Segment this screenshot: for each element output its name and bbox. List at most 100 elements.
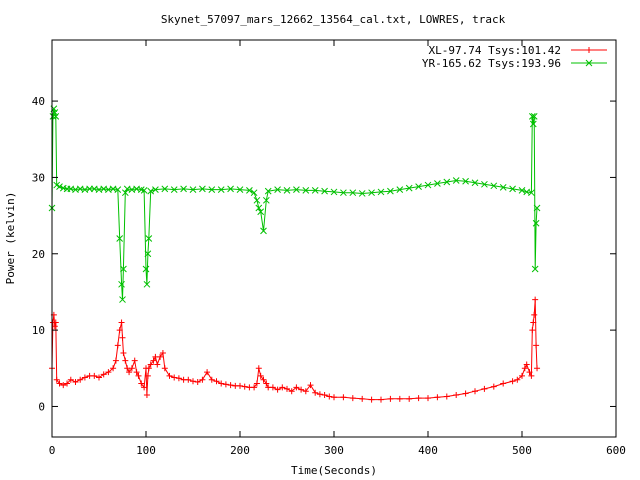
data-point xyxy=(72,379,79,386)
data-point xyxy=(147,187,155,195)
plot-frame xyxy=(51,39,617,438)
data-point xyxy=(251,384,258,391)
series-yr xyxy=(48,105,541,303)
data-point xyxy=(253,380,260,387)
data-point xyxy=(131,357,138,364)
data-point xyxy=(349,189,357,197)
data-point xyxy=(519,372,525,379)
data-point xyxy=(262,196,270,204)
data-point xyxy=(425,395,431,402)
data-point xyxy=(534,365,541,372)
data-point xyxy=(141,384,148,391)
data-point xyxy=(293,384,300,391)
data-point xyxy=(424,181,432,189)
data-point xyxy=(208,186,216,193)
x-tick-label: 300 xyxy=(324,444,344,457)
data-point xyxy=(302,388,309,395)
y-tick-label: 40 xyxy=(32,95,45,108)
data-point xyxy=(311,187,319,194)
data-point xyxy=(528,112,536,120)
data-point xyxy=(53,376,60,383)
data-point xyxy=(415,395,422,402)
data-point xyxy=(518,187,526,194)
data-point xyxy=(142,265,150,273)
data-point xyxy=(120,350,127,357)
data-point xyxy=(312,389,319,396)
data-point xyxy=(213,378,220,385)
data-point xyxy=(194,379,201,386)
data-point xyxy=(144,250,152,258)
data-point xyxy=(302,187,310,194)
legend-marker xyxy=(586,47,592,53)
data-point xyxy=(110,365,117,372)
data-point xyxy=(532,219,540,227)
data-point xyxy=(434,180,441,187)
x-tick-label: 600 xyxy=(606,444,626,457)
data-point xyxy=(143,392,150,399)
data-point xyxy=(128,365,135,372)
data-point xyxy=(135,372,142,379)
data-point xyxy=(396,186,404,193)
data-point xyxy=(326,393,333,400)
data-point xyxy=(154,361,161,368)
data-point xyxy=(471,179,479,187)
data-point xyxy=(288,388,295,395)
chart-title: Skynet_57097_mars_12662_13564_cal.txt, L… xyxy=(161,13,506,26)
data-point xyxy=(528,372,535,379)
data-point xyxy=(171,374,178,381)
data-point xyxy=(260,376,267,383)
data-point xyxy=(138,380,145,387)
data-point xyxy=(253,196,261,204)
data-point xyxy=(227,185,234,193)
data-point xyxy=(159,350,166,357)
x-axis-label: Time(Seconds) xyxy=(291,464,377,477)
data-point xyxy=(145,365,152,372)
data-point xyxy=(284,385,290,392)
data-point xyxy=(199,376,206,383)
data-point xyxy=(119,296,126,303)
data-point xyxy=(56,380,63,387)
x-tick-label: 100 xyxy=(136,444,156,457)
x-tick-label: 500 xyxy=(512,444,532,457)
data-point xyxy=(321,392,328,399)
data-point xyxy=(170,186,178,193)
data-point xyxy=(533,342,540,349)
legend-label: XL-97.74 Tsys:101.42 xyxy=(429,44,561,57)
y-tick-label: 0 xyxy=(38,400,45,413)
data-point xyxy=(331,394,337,401)
data-point xyxy=(509,378,516,385)
data-point xyxy=(321,187,328,195)
data-point xyxy=(161,365,168,372)
data-point xyxy=(52,112,60,120)
data-point xyxy=(490,383,497,390)
data-point xyxy=(116,327,123,334)
data-point xyxy=(405,184,413,192)
data-point xyxy=(144,372,151,379)
legend-label: YR-165.62 Tsys:193.96 xyxy=(422,57,561,70)
data-point xyxy=(526,369,533,376)
data-point xyxy=(349,395,356,402)
data-point xyxy=(462,390,469,397)
y-tick-label: 10 xyxy=(32,324,45,337)
data-point xyxy=(530,319,537,326)
data-point xyxy=(529,327,536,334)
data-point xyxy=(114,342,121,349)
data-point xyxy=(189,186,197,193)
data-point xyxy=(143,280,151,288)
data-point xyxy=(255,365,262,372)
legend-marker xyxy=(585,59,593,67)
data-point xyxy=(532,296,539,303)
data-point xyxy=(185,376,192,383)
series-line xyxy=(51,108,538,300)
data-point xyxy=(406,395,413,402)
data-point xyxy=(118,319,125,326)
data-point xyxy=(500,380,507,387)
data-point xyxy=(481,180,488,188)
data-point xyxy=(293,186,300,193)
data-point xyxy=(150,357,157,364)
data-point xyxy=(269,384,276,391)
data-point xyxy=(140,187,148,194)
data-point xyxy=(443,393,450,400)
data-point xyxy=(330,188,338,196)
data-point xyxy=(359,395,366,402)
